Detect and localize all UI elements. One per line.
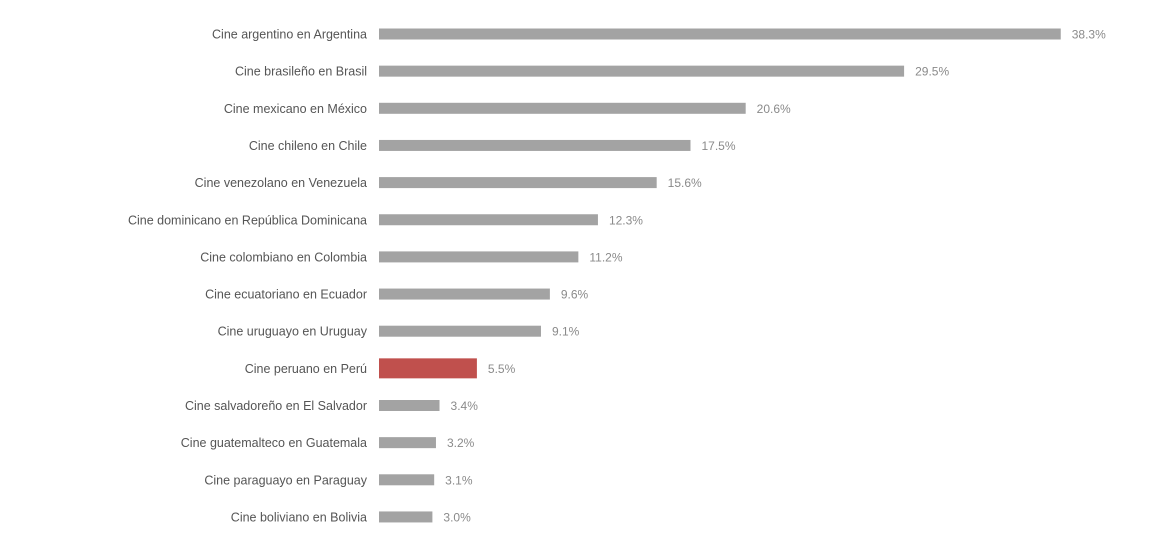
value-label: 29.5% <box>915 65 949 79</box>
category-label: Cine brasileño en Brasil <box>235 65 367 79</box>
value-label: 9.1% <box>552 325 580 339</box>
category-label: Cine uruguayo en Uruguay <box>218 325 368 339</box>
category-label: Cine colombiano en Colombia <box>200 250 367 264</box>
category-label: Cine dominicano en República Dominicana <box>128 213 367 227</box>
category-label: Cine venezolano en Venezuela <box>195 176 367 190</box>
category-label: Cine paraguayo en Paraguay <box>204 473 367 487</box>
bar <box>379 102 746 114</box>
category-label: Cine argentino en Argentina <box>212 28 367 42</box>
value-label: 12.3% <box>609 213 643 227</box>
value-label: 3.2% <box>447 436 475 450</box>
value-label: 15.6% <box>668 176 702 190</box>
bar <box>379 400 440 411</box>
value-labels: 38.3% 29.5% 20.6% 17.5% 15.6% 12.3% 11.2% 9.6% 9… <box>443 28 1106 525</box>
value-label: 3.1% <box>445 473 473 487</box>
category-label: Cine peruano en Perú <box>245 362 367 376</box>
value-label: 17.5% <box>702 139 736 153</box>
value-label: 3.0% <box>443 510 471 524</box>
value-label: 11.2% <box>589 250 622 264</box>
category-labels: Cine argentino en Argentina Cine brasileñ… <box>128 28 368 525</box>
category-label: Cine mexicano en México <box>224 102 367 116</box>
bar <box>379 511 433 523</box>
bar <box>379 288 550 300</box>
bar <box>379 177 657 189</box>
bar-highlighted <box>379 358 477 379</box>
bar <box>379 214 598 226</box>
bar <box>379 325 541 337</box>
value-label: 9.6% <box>561 288 589 302</box>
category-label: Cine chileno en Chile <box>249 139 367 153</box>
value-label: 5.5% <box>488 362 516 376</box>
category-label: Cine boliviano en Bolivia <box>231 510 367 524</box>
bar <box>379 474 435 486</box>
category-label: Cine ecuatoriano en Ecuador <box>205 288 367 302</box>
bar <box>379 251 579 263</box>
value-label: 20.6% <box>757 102 791 116</box>
category-label: Cine guatemalteco en Guatemala <box>181 436 367 450</box>
bars <box>379 28 1061 523</box>
bar <box>379 65 905 77</box>
bar <box>379 28 1061 40</box>
value-label: 38.3% <box>1072 28 1106 42</box>
value-label: 3.4% <box>451 399 479 413</box>
bar <box>379 437 436 449</box>
bar <box>379 139 691 151</box>
category-label: Cine salvadoreño en El Salvador <box>185 399 367 413</box>
